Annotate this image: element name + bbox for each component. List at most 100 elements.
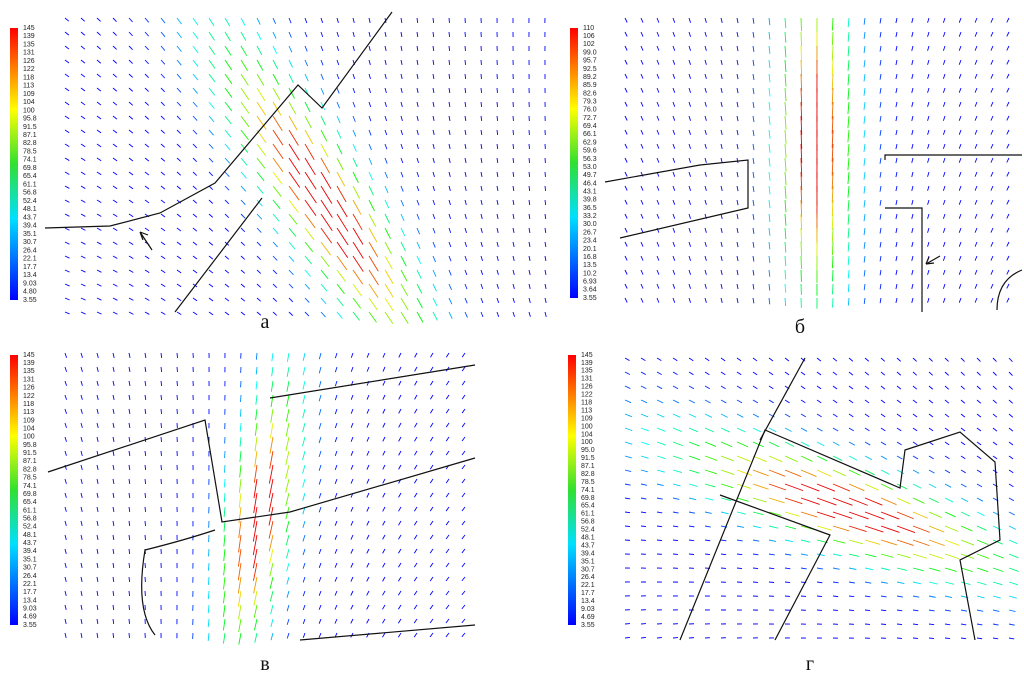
vector	[929, 540, 945, 546]
vector	[689, 386, 694, 389]
vector	[367, 535, 369, 539]
vector	[896, 102, 897, 107]
vector	[913, 470, 919, 473]
vector	[673, 60, 675, 65]
vector	[449, 158, 450, 163]
vector	[449, 88, 450, 93]
vector	[367, 437, 369, 442]
vector	[833, 554, 842, 556]
vector	[449, 312, 452, 319]
vector	[849, 428, 854, 431]
vector	[673, 32, 675, 37]
vector	[880, 186, 881, 192]
vector	[1009, 372, 1013, 376]
vector	[785, 470, 801, 477]
vector	[65, 521, 66, 526]
colorbar-label: 87.1	[23, 132, 37, 139]
vector	[465, 312, 467, 318]
vector	[113, 312, 117, 314]
colorbar-label: 6.93	[583, 278, 597, 285]
vector	[912, 158, 913, 163]
vector	[975, 228, 977, 233]
vector	[193, 214, 197, 217]
vector	[97, 409, 98, 414]
vector	[161, 200, 165, 203]
colorbar-label: 135	[581, 368, 593, 375]
vector	[497, 214, 498, 219]
colorbar-label: 109	[581, 415, 593, 422]
vector	[113, 18, 117, 22]
arrow-marker	[926, 256, 940, 264]
colorbar-label: 100	[23, 107, 35, 114]
vector	[673, 74, 675, 79]
vector	[240, 451, 241, 462]
vector	[753, 512, 764, 515]
vector	[65, 423, 66, 428]
vector	[161, 32, 165, 37]
vector	[897, 610, 902, 611]
vector	[737, 526, 744, 527]
vector	[928, 186, 929, 191]
vector	[430, 577, 433, 581]
vector	[832, 74, 833, 90]
vector	[993, 596, 1001, 598]
vector	[657, 386, 662, 389]
vector	[430, 423, 433, 427]
vector	[113, 619, 114, 624]
vector	[414, 437, 417, 441]
vector	[462, 409, 465, 413]
vector	[401, 172, 403, 177]
vector	[241, 312, 245, 315]
vector	[462, 549, 465, 553]
vector	[145, 186, 149, 189]
vector	[257, 172, 264, 181]
vector	[913, 624, 918, 625]
vector	[385, 312, 393, 324]
vector	[673, 116, 675, 121]
vector	[897, 582, 904, 584]
vector	[975, 144, 977, 149]
vector	[367, 507, 369, 511]
vector	[991, 242, 993, 247]
vector	[912, 256, 913, 261]
vector	[833, 540, 845, 543]
vector	[657, 428, 665, 431]
vector	[991, 158, 993, 163]
vector	[305, 242, 313, 252]
vector	[129, 298, 133, 300]
vector	[975, 116, 977, 121]
vector	[625, 214, 627, 218]
vector	[657, 442, 666, 445]
vector	[880, 172, 881, 178]
vector	[880, 298, 881, 303]
vector	[785, 18, 786, 28]
vector	[462, 563, 465, 567]
colorbar-label: 30.7	[23, 239, 37, 246]
vector	[240, 423, 241, 432]
vector	[864, 74, 865, 81]
vector	[145, 465, 146, 470]
vector	[193, 130, 197, 134]
vector	[417, 102, 418, 107]
vector	[993, 358, 996, 362]
vector	[945, 554, 959, 559]
vector	[113, 158, 117, 161]
vector	[193, 102, 197, 107]
vector	[369, 158, 372, 165]
vector	[417, 116, 418, 121]
vector	[817, 498, 836, 505]
vector	[1009, 498, 1014, 501]
vector	[303, 479, 305, 487]
vector	[943, 18, 945, 23]
vector	[462, 465, 465, 469]
vector	[785, 186, 786, 199]
vector	[975, 32, 977, 37]
vector	[256, 409, 257, 420]
vector	[225, 270, 229, 273]
vector	[689, 144, 691, 149]
vector	[721, 284, 722, 289]
vector	[303, 353, 305, 361]
vector	[945, 512, 956, 517]
colorbar-label: 3.55	[581, 622, 595, 629]
vector	[351, 423, 353, 428]
